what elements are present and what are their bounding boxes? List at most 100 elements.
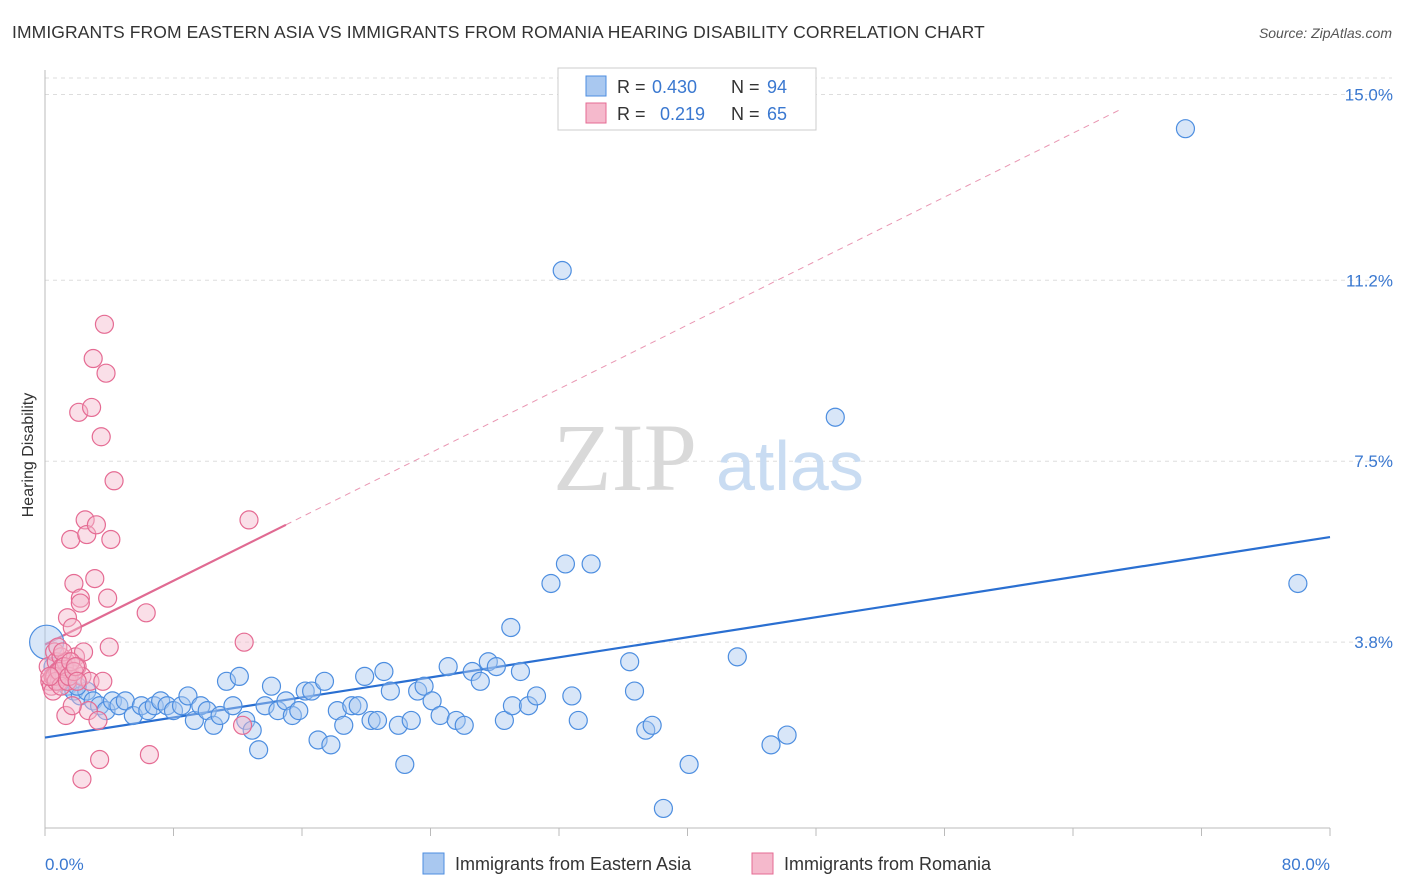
data-point-eastern-asia — [1288, 573, 1308, 594]
data-point-romania — [86, 515, 107, 535]
data-point-eastern-asia — [380, 681, 400, 701]
y-tick-labels: 3.8% 7.5% 11.2% 15.0% — [1345, 85, 1393, 652]
data-point-eastern-asia — [502, 696, 523, 716]
chart-title: IMMIGRANTS FROM EASTERN ASIA VS IMMIGRAN… — [12, 22, 985, 42]
data-point-eastern-asia — [620, 652, 640, 672]
legend-swatch-pink — [585, 102, 607, 124]
data-point-eastern-asia — [374, 661, 394, 682]
data-point-eastern-asia — [178, 686, 198, 706]
data-point-romania — [104, 471, 124, 491]
data-point-romania — [232, 715, 253, 735]
x-tick-marks — [44, 828, 1331, 836]
legend-r-label-1: R = — [617, 77, 646, 97]
legend-r-label-2: R = — [617, 104, 646, 124]
legend-r-value-1: 0.430 — [652, 77, 697, 97]
data-point-eastern-asia — [552, 260, 572, 281]
data-point-eastern-asia — [67, 676, 87, 696]
data-point-eastern-asia — [249, 740, 269, 760]
data-point-romania — [73, 642, 94, 662]
data-point-eastern-asia — [526, 686, 547, 706]
data-point-eastern-asia — [825, 407, 845, 427]
legend-n-label-2: N = — [731, 104, 760, 124]
data-point-eastern-asia — [430, 705, 450, 726]
data-point-romania — [81, 397, 102, 418]
data-point-eastern-asia — [171, 696, 192, 716]
data-point-eastern-asia — [462, 661, 482, 682]
legend-r-value-2: 0.219 — [660, 104, 705, 124]
data-point-eastern-asia — [204, 715, 224, 735]
data-point-romania — [56, 705, 76, 726]
data-point-eastern-asia — [761, 735, 781, 755]
data-point-romania — [96, 363, 116, 383]
legend-swatch-blue — [585, 75, 607, 97]
x-tick-labels: 0.0% 80.0% — [45, 855, 1330, 874]
x-tick-label: 0.0% — [45, 855, 84, 874]
data-point-eastern-asia — [777, 725, 797, 745]
data-point-eastern-asia — [401, 710, 421, 731]
data-point-romania — [62, 696, 82, 716]
trend-line-extension-romania — [285, 108, 1122, 526]
y-axis-label: Hearing Disability — [20, 393, 37, 518]
data-point-eastern-asia — [123, 705, 143, 726]
y-tick-label: 3.8% — [1354, 633, 1393, 652]
data-point-romania — [98, 588, 118, 608]
data-point-eastern-asia — [321, 735, 341, 755]
trend-line-romania — [44, 523, 287, 646]
data-point-eastern-asia — [653, 798, 674, 819]
data-point-romania — [77, 524, 97, 545]
watermark-zip: ZIP — [553, 404, 697, 511]
data-point-eastern-asia — [295, 681, 315, 701]
data-point-eastern-asia — [541, 573, 561, 594]
watermark-atlas: atlas — [716, 427, 864, 505]
source-note: Source: ZipAtlas.com — [1258, 25, 1392, 41]
data-point-eastern-asia — [568, 710, 588, 731]
trend-lines — [44, 108, 1331, 739]
data-point-romania — [57, 608, 78, 628]
data-point-romania — [62, 617, 82, 638]
data-point-eastern-asia — [302, 681, 322, 701]
data-point-eastern-asia — [348, 696, 368, 716]
data-point-eastern-asia — [289, 701, 309, 721]
series-legend: Immigrants from Eastern Asia Immigrants … — [422, 852, 992, 875]
data-point-eastern-asia — [438, 657, 458, 677]
data-point-eastern-asia — [210, 705, 230, 726]
data-point-eastern-asia — [229, 666, 249, 687]
data-point-romania — [75, 510, 95, 530]
legend-n-value-1: 94 — [767, 77, 787, 97]
legend-label-eastern-asia: Immigrants from Eastern Asia — [455, 854, 692, 874]
data-point-eastern-asia — [562, 686, 582, 706]
legend-label-romania: Immigrants from Romania — [784, 854, 992, 874]
data-point-eastern-asia — [727, 647, 747, 667]
y-tick-label: 11.2% — [1346, 271, 1393, 290]
data-point-eastern-asia — [454, 715, 474, 735]
data-point-romania — [69, 402, 89, 422]
data-point-eastern-asia — [581, 554, 601, 574]
data-point-romania — [101, 529, 121, 550]
data-point-eastern-asia — [486, 657, 506, 677]
data-point-romania — [67, 671, 87, 691]
x-tick-label: 80.0% — [1282, 855, 1330, 874]
y-tick-label: 15.0% — [1345, 85, 1393, 104]
data-point-romania — [83, 348, 103, 369]
data-point-eastern-asia — [624, 681, 645, 701]
data-point-eastern-asia — [501, 617, 521, 638]
data-point-romania — [90, 749, 110, 770]
data-point-romania — [91, 427, 111, 447]
data-point-romania — [70, 593, 90, 613]
data-point-romania — [85, 568, 105, 589]
data-point-eastern-asia — [216, 671, 237, 691]
data-point-romania — [65, 657, 86, 677]
data-point-eastern-asia — [679, 754, 699, 775]
trend-line-eastern-asia — [44, 535, 1331, 739]
data-point-eastern-asia — [367, 710, 388, 731]
data-point-eastern-asia — [642, 715, 662, 735]
legend-n-value-2: 65 — [767, 104, 787, 124]
data-point-romania — [239, 510, 259, 530]
data-point-eastern-asia — [314, 671, 335, 691]
data-point-romania — [88, 710, 108, 731]
data-point-romania — [94, 314, 115, 334]
data-point-eastern-asia — [223, 696, 243, 716]
stats-legend: R = 0.430 N = 94 R = 0.219 N = 65 — [557, 67, 817, 131]
scatter-points — [29, 119, 1308, 819]
